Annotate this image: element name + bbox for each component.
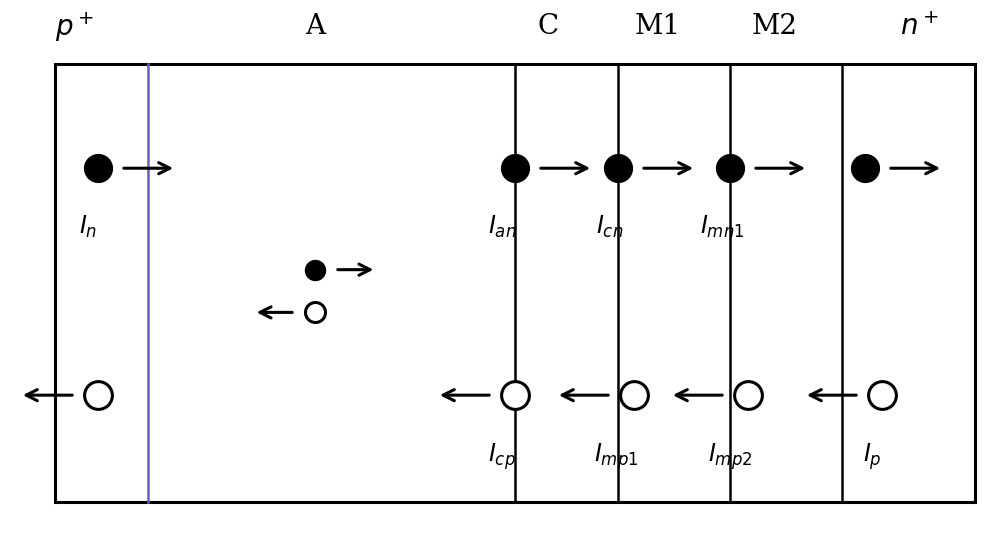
Text: A: A (305, 13, 325, 40)
Text: $I_{cn}$: $I_{cn}$ (596, 214, 624, 240)
Text: $I_n$: $I_n$ (79, 214, 97, 240)
Text: $I_{cp}$: $I_{cp}$ (488, 441, 516, 472)
Text: M2: M2 (752, 13, 798, 40)
Text: $n^+$: $n^+$ (900, 13, 940, 41)
Text: $I_{mp1}$: $I_{mp1}$ (594, 441, 638, 472)
Text: $I_p$: $I_p$ (863, 441, 881, 472)
Text: $I_{mp2}$: $I_{mp2}$ (708, 441, 752, 472)
Text: C: C (537, 13, 559, 40)
Text: M1: M1 (635, 13, 681, 40)
Text: $I_{mn1}$: $I_{mn1}$ (700, 214, 744, 240)
Text: $p^+$: $p^+$ (55, 10, 95, 44)
Text: $I_{an}$: $I_{an}$ (488, 214, 516, 240)
Bar (55, 64, 975, 502)
